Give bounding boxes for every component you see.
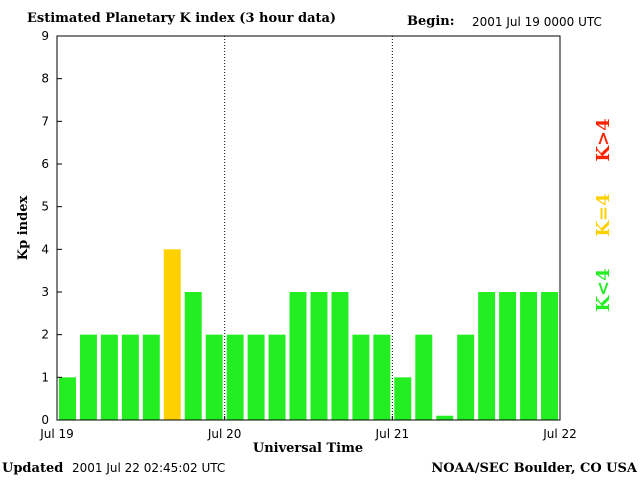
kp-bar	[541, 292, 558, 420]
kp-bar	[163, 249, 181, 420]
kp-bar	[289, 292, 307, 420]
y-tick-label: 5	[41, 200, 49, 214]
kp-bar	[310, 292, 328, 420]
y-tick-label: 7	[41, 114, 49, 128]
kp-bar	[121, 334, 139, 420]
chart-title: Estimated Planetary K index (3 hour data…	[27, 11, 337, 26]
legend: K>4 K=4 K<4	[593, 118, 614, 311]
credit-text: NOAA/SEC Boulder, CO USA	[431, 461, 637, 476]
legend-item: K>4	[593, 118, 614, 161]
begin-label: Begin:	[407, 14, 455, 29]
kp-bar	[268, 334, 286, 420]
kp-bar	[205, 334, 223, 420]
x-tick-label: Jul 21	[375, 427, 410, 441]
x-tick-label: Jul 22	[542, 427, 577, 441]
kp-bar	[59, 377, 76, 420]
x-tick-label: Jul 20	[207, 427, 242, 441]
kp-bar	[79, 334, 97, 420]
x-axis-label: Universal Time	[253, 441, 363, 456]
begin-value: 2001 Jul 19 0000 UTC	[472, 15, 602, 29]
x-axis: Jul 19 Jul 20 Jul 21 Jul 22	[39, 416, 577, 441]
x-tick-label: Jul 19	[39, 427, 74, 441]
kp-bar	[520, 292, 538, 420]
y-axis-label: Kp index	[16, 196, 31, 261]
bars	[59, 249, 558, 420]
kp-bar	[394, 377, 412, 420]
kp-bar	[415, 334, 433, 420]
kp-bar	[184, 292, 202, 420]
kp-bar	[436, 415, 454, 420]
legend-item: K<4	[593, 268, 614, 311]
kp-bar	[373, 334, 391, 420]
kp-bar	[331, 292, 349, 420]
gridlines	[224, 36, 393, 420]
kp-bar	[226, 334, 244, 420]
legend-item: K=4	[593, 193, 614, 236]
y-tick-label: 9	[41, 29, 49, 43]
kp-bar	[499, 292, 517, 420]
y-tick-label: 2	[41, 328, 49, 342]
kp-bar	[100, 334, 118, 420]
y-axis: 0 1 2 3 4 5 6 7 8 9	[41, 29, 62, 427]
updated-label: Updated	[2, 461, 64, 476]
kp-bar	[247, 334, 265, 420]
kp-bar	[478, 292, 496, 420]
y-tick-label: 8	[41, 72, 49, 86]
y-tick-label: 6	[41, 157, 49, 171]
kp-bar	[457, 334, 475, 420]
kp-bar	[352, 334, 370, 420]
y-tick-label: 1	[41, 370, 49, 384]
plot-frame	[56, 35, 561, 421]
updated-value: 2001 Jul 22 02:45:02 UTC	[72, 461, 226, 475]
y-tick-label: 4	[41, 242, 49, 256]
kp-bar	[142, 334, 160, 420]
y-tick-label: 3	[41, 285, 49, 299]
y-tick-label: 0	[41, 413, 49, 427]
